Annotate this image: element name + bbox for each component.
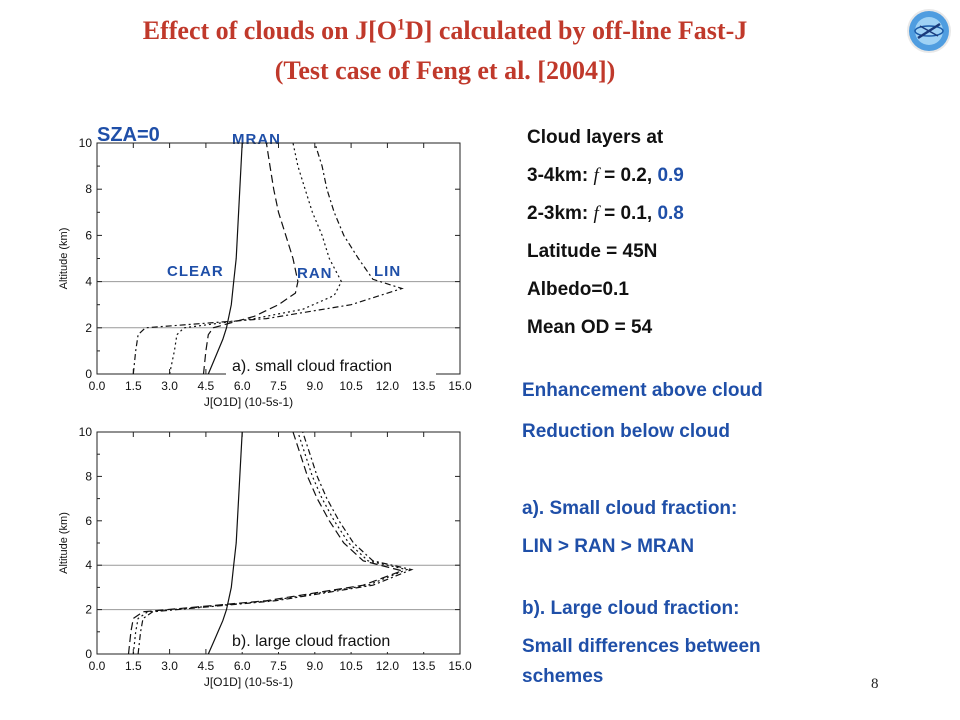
sza-label: SZA=0 [97,124,160,146]
plot-b-caption-bg [226,630,436,652]
plot-b-ytick-label-2: 4 [85,558,92,572]
plot-a-caption: a). small cloud fraction [232,358,392,375]
plot-b-ytick-label-4: 8 [85,469,92,483]
plot-a-ytick-label-4: 8 [85,182,92,196]
plot-a-xlabel: J[O1D] (10-5s-1) [204,395,293,409]
plot-a-series-lin [132,142,404,375]
l2-pre: 2-3km: [527,203,594,224]
plot-b-ytick-label-1: 2 [85,603,92,617]
plot-b-caption: b). large cloud fraction [232,633,390,650]
l1-mid: = 0.2, [598,165,658,186]
plot-a-xtick-label-4: 6.0 [234,379,251,393]
plot-b-series-mran [127,431,404,655]
l1-pre: 3-4km: [527,165,594,186]
l2-val: 0.8 [657,203,684,224]
plot-b-xtick-label-2: 3.0 [161,659,178,673]
plot-a-ytick-label-0: 0 [85,367,92,381]
plot-b-xtick-label-7: 10.5 [339,659,363,673]
plot-b-xtick-label-5: 7.5 [270,659,287,673]
plot-b-xtick-label-1: 1.5 [125,659,142,673]
ran-label: RAN [297,265,333,282]
layer-3-4km: 3-4km: f = 0.2, 0.9 [527,157,684,195]
plot-a-ytick-label-1: 2 [85,321,92,335]
plot-b-ytick-label-5: 10 [79,425,93,439]
lin-label: LIN [374,263,402,280]
plot-a-frame [96,142,461,375]
plot-a-xtick-label-8: 12.0 [376,379,400,393]
title-superscript: 1 [396,16,405,34]
plot-a-xtick-label-2: 3.0 [161,379,178,393]
title-part-a: Effect of clouds on J[O [142,16,397,45]
note-small-order: LIN > RAN > MRAN [522,536,695,557]
plot-b-xtick-label-6: 9.0 [306,659,323,673]
note-small-diff: Small differences between [522,636,761,657]
plot-b-series-lin [137,431,414,655]
globe-logo-icon [907,9,951,53]
plot-a-series-clear [207,142,243,375]
plot-a-caption-bg [226,355,436,377]
albedo: Albedo=0.1 [527,279,629,300]
l1-f: f [593,165,599,186]
plot-b-ytick-label-3: 6 [85,514,92,528]
cloud-params: Cloud layers at 3-4km: f = 0.2, 0.9 2-3k… [527,119,684,347]
latitude: Latitude = 45N [527,241,658,262]
plot-a-series-mran [202,142,299,375]
note-reduction: Reduction below cloud [522,421,730,442]
plot-a-xtick-label-7: 10.5 [339,379,363,393]
plot-b-xtick-label-4: 6.0 [234,659,251,673]
note-small-fraction: a). Small cloud fraction: [522,498,738,519]
plot-b-ylabel: Altitude (km) [58,512,70,574]
layer-2-3km: 2-3km: f = 0.1, 0.8 [527,195,684,233]
plot-b-xtick-label-9: 13.5 [412,659,436,673]
plot-a-ytick-label-3: 6 [85,228,92,242]
plot-a-xtick-label-6: 9.0 [306,379,323,393]
plot-b-xtick-label-10: 15.0 [448,659,472,673]
l2-f: f [593,203,599,224]
note-enhancement: Enhancement above cloud [522,380,763,401]
slide-title-line-1: Effect of clouds on J[O1D] calculated by… [60,16,830,46]
mean-od: Mean OD = 54 [527,317,653,338]
plot-a-xtick-label-5: 7.5 [270,379,287,393]
plot-b-xtick-label-3: 4.5 [198,659,215,673]
plot-a-ylabel: Altitude (km) [58,228,70,290]
plot-a-series-ran [169,142,343,375]
note-large-fraction: b). Large cloud fraction: [522,598,740,619]
plot-b-xtick-label-0: 0.0 [89,659,106,673]
plot-b-series-clear [207,431,243,655]
plot-b-xtick-label-8: 12.0 [376,659,400,673]
title-part-b: D] calculated by off-line Fast-J [404,16,748,45]
plot-a-xtick-label-9: 13.5 [412,379,436,393]
plot-a-ytick-label-5: 10 [79,136,93,150]
slide-title-line-2: (Test case of Feng et al. [2004]) [274,56,616,85]
mran-label: MRAN [232,131,281,148]
l2-mid: = 0.1, [598,203,658,224]
l1-val: 0.9 [657,165,684,186]
plot-b-frame [96,431,461,655]
page-number: 8 [871,676,879,692]
plot-b-ytick-label-0: 0 [85,647,92,661]
plot-a-xtick-label-3: 4.5 [198,379,215,393]
plot-b-xlabel: J[O1D] (10-5s-1) [204,675,293,689]
plot-a-ytick-label-2: 4 [85,275,92,289]
clear-label: CLEAR [167,263,224,280]
plot-b-series-ran [132,431,409,655]
plot-a-xtick-label-0: 0.0 [89,379,106,393]
plot-a-xtick-label-1: 1.5 [125,379,142,393]
note-schemes: schemes [522,666,604,687]
cloud-heading: Cloud layers at [527,127,664,148]
plot-a-xtick-label-10: 15.0 [448,379,472,393]
